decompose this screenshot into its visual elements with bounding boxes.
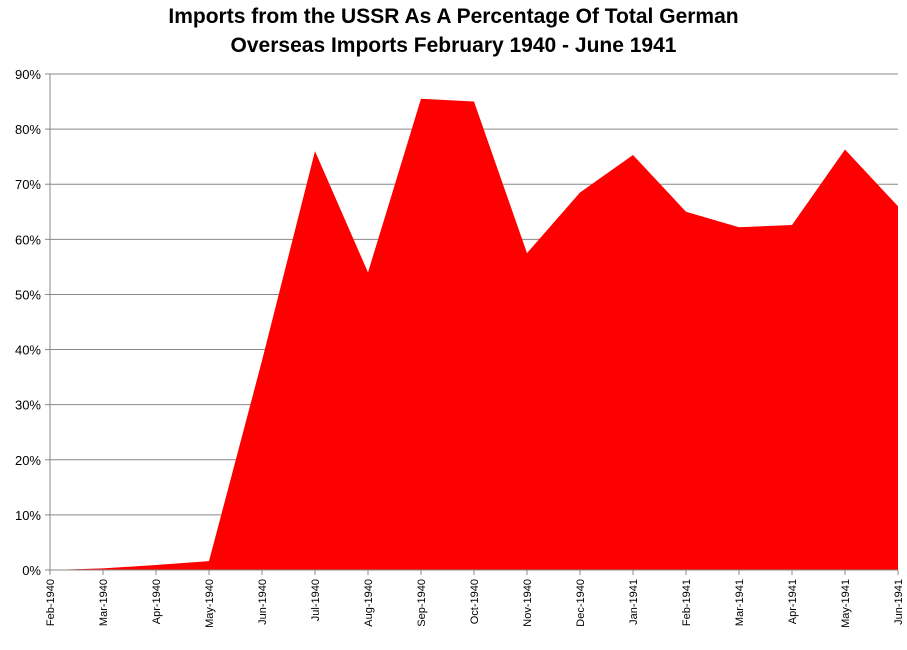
y-tick-label: 30% [15,398,41,413]
y-tick-label: 80% [15,122,41,137]
x-tick-label: May-1940 [204,579,216,628]
x-tick-label: Apr-1941 [787,579,799,624]
x-tick-label: Sep-1940 [416,579,428,627]
x-tick-label: Oct-1940 [469,579,481,624]
x-tick-label: Aug-1940 [363,579,375,627]
y-tick-label: 50% [15,287,41,302]
x-tick-label: Jan-1941 [628,579,640,625]
x-tick-label: Apr-1940 [151,579,163,624]
chart-title-line-2: Overseas Imports February 1940 - June 19… [230,34,677,57]
y-tick-label: 10% [15,508,41,523]
axes [45,73,899,575]
x-tick-label: Mar-1940 [98,579,110,626]
y-tick-label: 60% [15,232,41,247]
y-tick-label: 70% [15,177,41,192]
x-tick-label: Jun-1941 [893,579,905,625]
area-series [50,98,898,571]
x-tick-label: Nov-1940 [522,579,534,627]
area-fill [50,98,898,571]
y-tick-label: 20% [15,453,41,468]
x-tick-label: Dec-1940 [575,579,587,627]
x-tick-label: Feb-1941 [681,579,693,626]
y-tick-label: 40% [15,343,41,358]
x-tick-label: Jul-1940 [310,579,322,621]
chart-title-line-1: Imports from the USSR As A Percentage Of… [168,5,739,28]
x-tick-label: Feb-1940 [45,579,57,626]
y-axis-ticks: 0% 10% 20% 30% 40% 50% 60% 70% 80% 90% [15,67,41,578]
x-tick-label: Jun-1940 [257,579,269,625]
chart-title: Imports from the USSR As A Percentage Of… [0,2,907,60]
x-tick-label: Mar-1941 [734,579,746,626]
x-axis-ticks: Feb-1940 Mar-1940 Apr-1940 May-1940 Jun-1940… [45,579,905,628]
y-tick-label: 90% [15,67,41,82]
y-tick-label: 0% [22,563,41,578]
x-tick-label: May-1941 [840,579,852,628]
